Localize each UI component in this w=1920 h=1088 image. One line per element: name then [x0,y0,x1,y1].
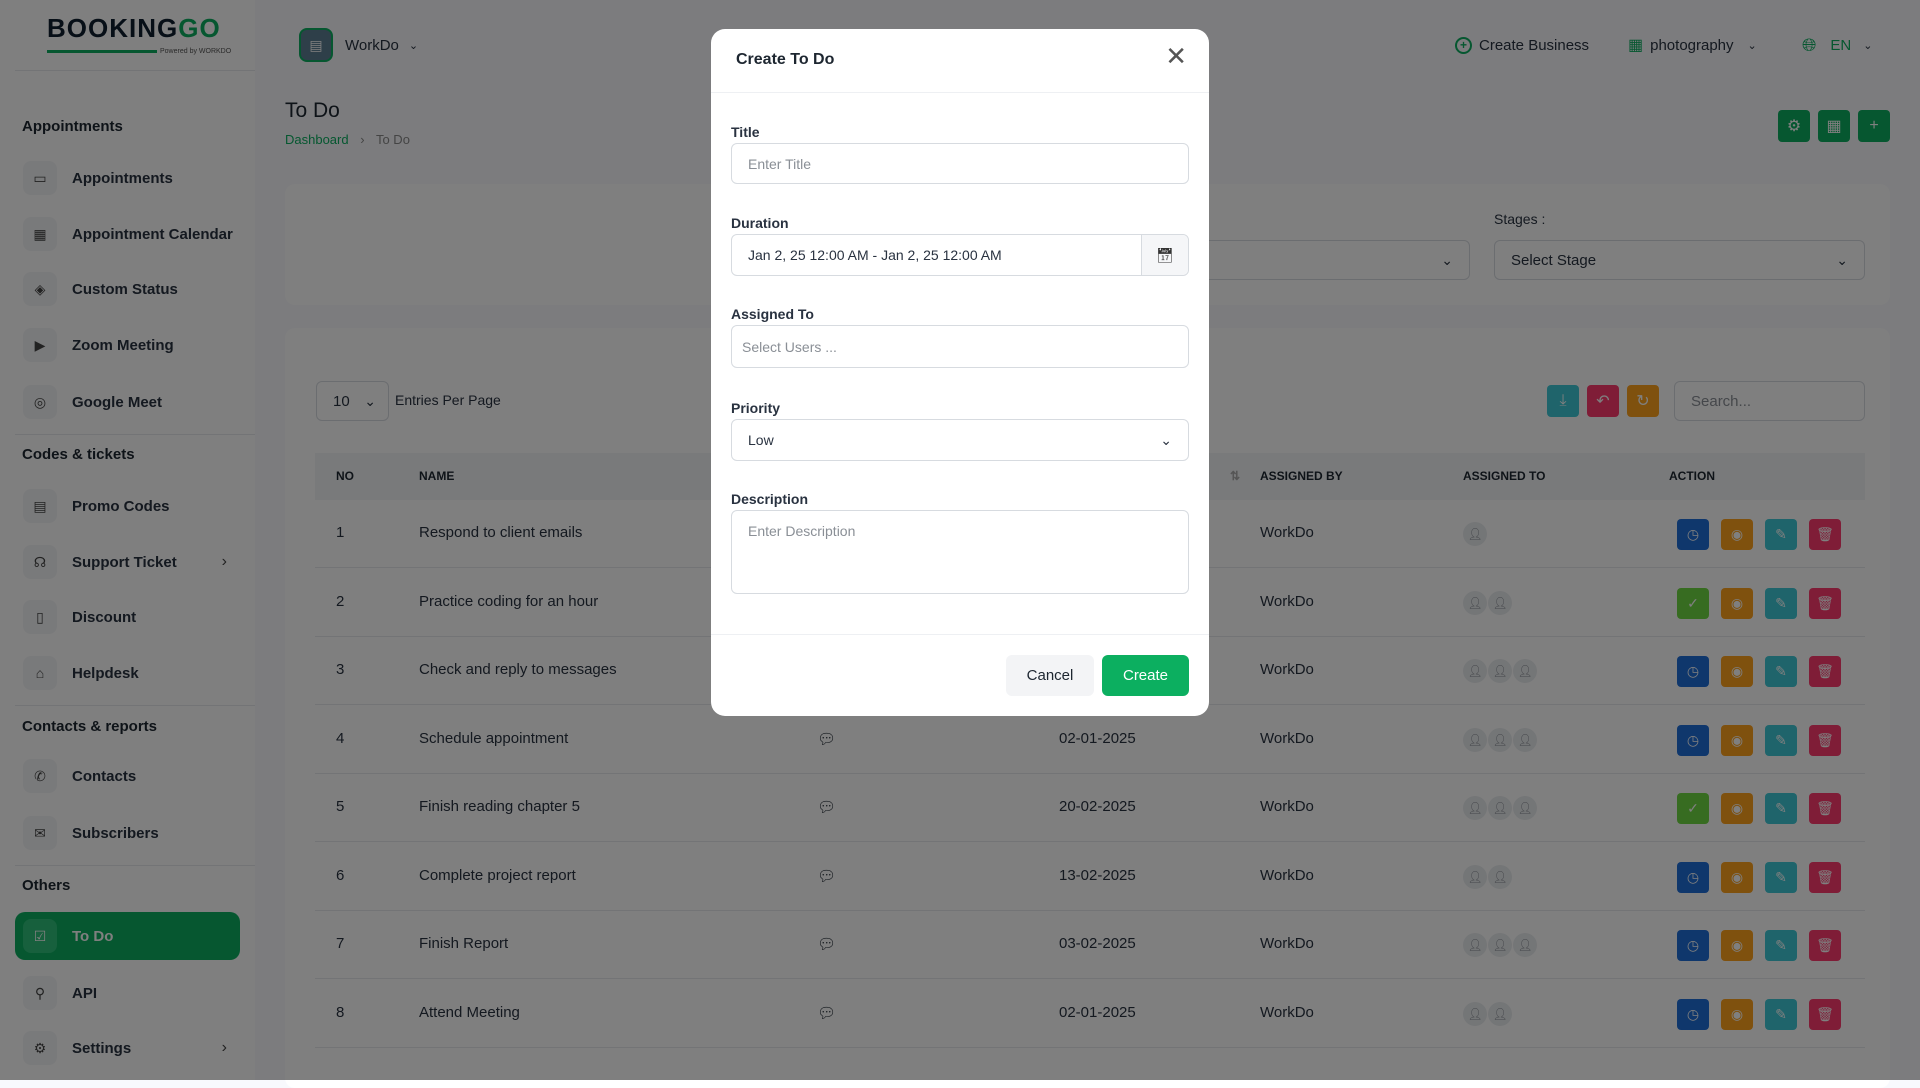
cancel-button[interactable]: Cancel [1006,655,1094,696]
duration-input[interactable]: Jan 2, 25 12:00 AM - Jan 2, 25 12:00 AM 📅… [731,234,1189,276]
create-button[interactable]: Create [1102,655,1189,696]
calendar-icon[interactable]: 📅︎ [1141,235,1188,275]
title-input[interactable]: Enter Title [731,143,1189,184]
priority-label: Priority [731,400,781,416]
priority-value: Low [748,432,774,448]
priority-select[interactable]: Low ⌄ [731,419,1189,461]
title-label: Title [731,124,760,140]
close-icon[interactable]: ✕ [1165,41,1187,71]
description-label: Description [731,491,809,507]
chevron-down-icon: ⌄ [1160,431,1172,448]
assigned-users-select[interactable]: Select Users ... [731,325,1189,368]
assigned-label: Assigned To [731,306,814,322]
description-textarea[interactable]: Enter Description [731,510,1189,594]
modal-title: Create To Do [736,51,835,68]
assigned-placeholder: Select Users ... [742,338,837,355]
title-placeholder: Enter Title [748,155,812,172]
duration-value: Jan 2, 25 12:00 AM - Jan 2, 25 12:00 AM [748,247,1002,263]
create-todo-modal: Create To Do ✕ Title Enter Title Duratio… [711,29,1209,716]
description-placeholder: Enter Description [748,523,856,539]
duration-label: Duration [731,215,789,231]
